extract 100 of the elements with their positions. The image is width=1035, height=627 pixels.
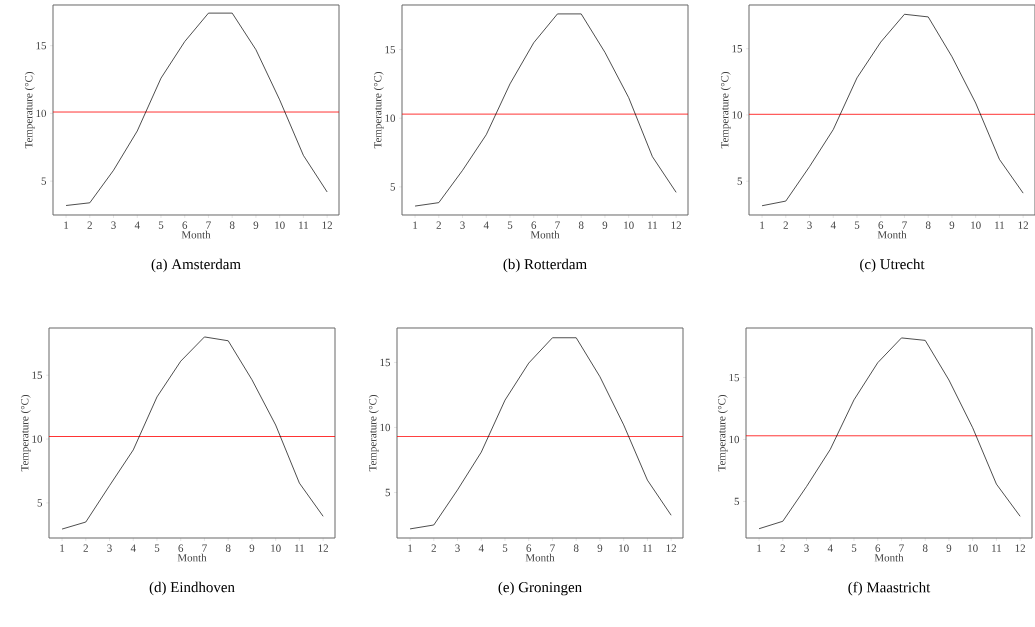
y-tick-label: 15 [36,41,47,50]
text: (c) Utrecht [860,258,925,273]
x-tick-label: 8 [573,544,579,552]
x-tick-label: 2 [87,221,92,229]
y-tick-label: 15 [729,373,740,382]
x-tick-label: 3 [807,221,812,229]
line-series [758,337,1021,530]
x-tick-label: 2 [436,221,441,229]
x-tick-label: 8 [925,221,931,229]
x-tick-label: 5 [502,544,508,552]
x-tick-label: 3 [111,221,116,229]
x-tick-label: 12 [666,544,677,552]
x-tick-label: 6 [182,221,188,229]
text: (f) Maastricht [848,581,931,596]
text: (b) Rotterdam [503,258,587,273]
y-axis-title: Temperature (°C) [368,395,379,472]
x-tick-label: 9 [597,544,603,552]
x-tick-label: 10 [968,544,978,552]
x-tick-label: 4 [134,221,140,229]
y-tick-label: 15 [385,45,396,54]
x-tick-label: 5 [154,544,160,552]
x-tick-label: 9 [602,221,608,229]
x-tick-label: 7 [899,544,904,552]
x-tick-label: 12 [1015,544,1026,552]
x-tick-label: 12 [671,221,682,229]
y-tick-label: 10 [32,435,43,443]
x-tick-label: 4 [130,544,136,552]
x-tick-label: 9 [253,221,259,229]
x-tick-label: 4 [827,544,833,552]
y-tick-label: 5 [390,183,396,191]
y-axis-title: Temperature (°C) [24,71,35,149]
x-tick-label: 4 [478,544,484,552]
x-axis-title: Month [874,553,904,562]
x-tick-label: 8 [229,221,235,229]
x-tick-label: 11 [295,544,305,552]
x-tick-label: 1 [413,221,418,229]
y-axis-title: Temperature (°C) [373,71,384,149]
y-tick-label: 10 [385,114,396,122]
x-tick-label: 4 [483,221,489,229]
y-tick-label: 5 [734,497,740,506]
x-tick-label: 6 [526,544,532,552]
x-axis-title: Month [525,553,555,562]
x-tick-label: 8 [225,544,231,552]
x-tick-label: 3 [455,544,460,552]
x-tick-label: 6 [178,544,184,552]
x-tick-label: 5 [854,221,860,229]
x-tick-label: 8 [578,221,584,229]
x-tick-label: 7 [902,221,907,229]
x-tick-label: 10 [971,221,981,229]
x-tick-label: 9 [946,544,952,552]
x-axis-title: Month [177,553,207,562]
x-tick-label: 1 [408,544,413,552]
x-tick-label: 11 [648,221,658,229]
y-axis-title: Temperature (°C) [20,395,31,472]
x-tick-label: 3 [107,544,112,552]
x-tick-label: 11 [299,221,309,229]
y-axis-title: Temperature (°C) [717,395,728,472]
x-tick-label: 11 [995,221,1005,229]
x-tick-label: 6 [531,221,537,229]
x-tick-label: 6 [878,221,884,229]
x-tick-label: 10 [275,221,285,229]
line-series [61,336,324,530]
x-tick-label: 6 [875,544,881,552]
x-axis-title: Month [181,230,211,239]
x-tick-label: 4 [830,221,836,229]
x-tick-label: 7 [550,544,555,552]
x-tick-label: 1 [64,221,69,229]
x-tick-label: 10 [624,221,634,229]
y-tick-label: 15 [32,371,43,379]
y-tick-label: 15 [380,358,391,367]
line-series [414,13,677,207]
x-tick-label: 8 [922,544,928,552]
x-tick-label: 3 [804,544,809,552]
y-tick-label: 10 [732,111,743,119]
x-tick-label: 9 [249,544,255,552]
x-tick-label: 7 [555,221,560,229]
y-tick-label: 5 [41,177,47,185]
text: (e) Groningen [498,581,582,596]
x-tick-label: 2 [780,544,785,552]
x-tick-label: 7 [206,221,211,229]
x-axis-title: Month [530,230,560,239]
text: (d) Eindhoven [149,581,235,596]
x-tick-label: 11 [643,544,653,552]
x-tick-label: 12 [318,544,329,552]
x-tick-label: 5 [851,544,857,552]
x-tick-label: 5 [507,221,513,229]
y-axis-title: Temperature (°C) [720,71,731,149]
line-series [761,13,1024,207]
x-tick-label: 3 [460,221,465,229]
x-tick-label: 1 [760,221,765,229]
x-tick-label: 10 [619,544,629,552]
x-tick-label: 12 [1018,221,1029,229]
line-series [409,337,672,530]
y-tick-label: 5 [385,488,391,497]
y-tick-label: 15 [732,45,743,53]
x-tick-label: 9 [949,221,955,229]
x-tick-label: 2 [431,544,436,552]
x-axis-title: Month [877,230,907,239]
x-tick-label: 12 [322,221,333,229]
text: (a) Amsterdam [151,258,241,273]
